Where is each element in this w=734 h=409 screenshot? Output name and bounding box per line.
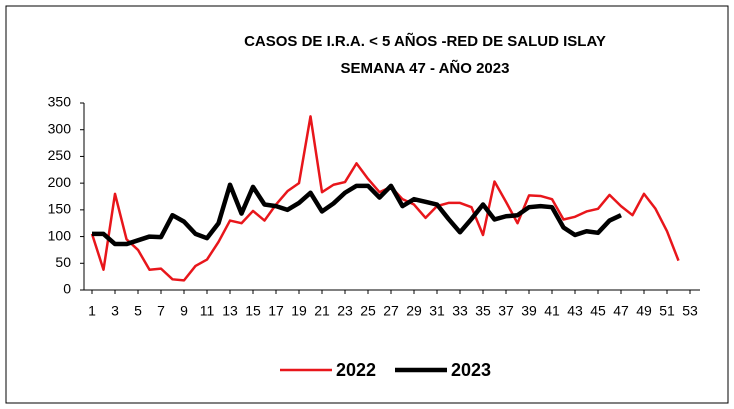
chart-border: [5, 5, 729, 404]
chart-title: CASOS DE I.R.A. < 5 AÑOS -RED DE SALUD I…: [244, 32, 606, 50]
legend-label: 2023: [451, 360, 491, 380]
x-tick-label: 13: [222, 303, 238, 319]
y-tick-label: 200: [48, 174, 72, 190]
x-tick-label: 31: [429, 303, 445, 319]
y-tick-label: 0: [63, 281, 71, 297]
x-tick-label: 19: [291, 303, 307, 319]
chart-subtitle: SEMANA 47 - AÑO 2023: [341, 59, 510, 77]
x-tick-label: 3: [111, 303, 119, 319]
x-tick-label: 17: [268, 303, 284, 319]
x-tick-label: 33: [452, 303, 468, 319]
x-tick-label: 7: [157, 303, 165, 319]
y-tick-label: 350: [48, 94, 72, 110]
x-tick-label: 51: [659, 303, 675, 319]
x-tick-label: 45: [590, 303, 606, 319]
x-tick-label: 39: [521, 303, 537, 319]
y-tick-label: 300: [48, 120, 72, 136]
x-tick-label: 11: [200, 303, 215, 319]
y-tick-label: 100: [48, 227, 72, 243]
x-tick-label: 41: [544, 303, 560, 319]
x-tick-label: 27: [383, 303, 399, 319]
series-line: [92, 182, 622, 247]
x-tick-label: 23: [337, 303, 353, 319]
x-tick-label: 15: [245, 303, 261, 319]
y-tick-label: 150: [48, 201, 72, 217]
x-tick-label: 1: [88, 303, 96, 319]
x-tick-label: 5: [134, 303, 142, 319]
x-tick-label: 29: [406, 303, 422, 319]
x-tick-label: 37: [498, 303, 514, 319]
x-tick-label: 49: [636, 303, 652, 319]
x-tick-label: 47: [613, 303, 629, 319]
x-tick-label: 35: [475, 303, 491, 319]
x-tick-label: 25: [360, 303, 376, 319]
x-tick-label: 53: [682, 303, 698, 319]
legend-label: 2022: [336, 360, 376, 380]
x-tick-label: 43: [567, 303, 583, 319]
x-tick-label: 9: [180, 303, 188, 319]
y-tick-label: 250: [48, 147, 72, 163]
y-tick-label: 50: [55, 254, 71, 270]
x-tick-label: 21: [314, 303, 330, 319]
